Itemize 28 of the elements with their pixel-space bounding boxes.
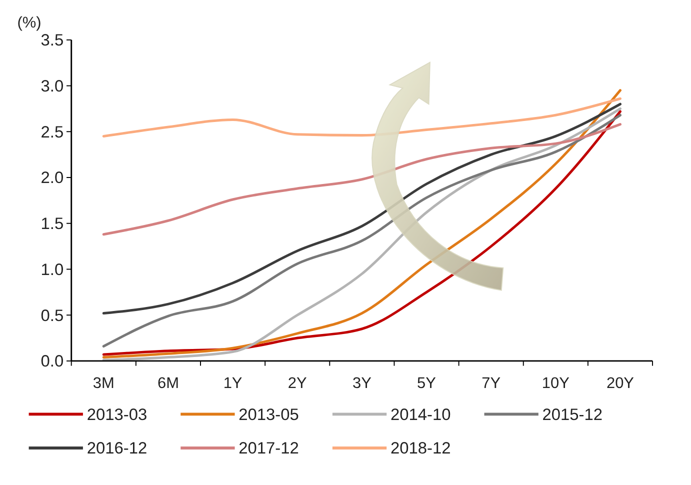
line-series: [102, 123, 622, 236]
x-tick-label: 10Y: [542, 375, 570, 392]
y-tick-label: 3.0: [40, 78, 64, 96]
legend-label: 2018-12: [390, 440, 451, 458]
x-tick-label: 7Y: [482, 375, 501, 392]
y-tick-label: 1.5: [40, 215, 64, 234]
legend-label: 2014-10: [390, 406, 451, 424]
legend-label: 2016-12: [86, 440, 148, 458]
y-tick-label: 3.5: [40, 32, 64, 50]
y-tick-label: 2.0: [40, 169, 64, 188]
x-tick-label: 2Y: [288, 375, 307, 392]
y-tick-label: 1.0: [40, 260, 64, 279]
legend-label: 2015-12: [542, 406, 603, 424]
y-tick-label: 0.0: [40, 352, 64, 371]
y-axis-title: (%): [17, 14, 42, 32]
x-tick-label: 20Y: [606, 375, 634, 392]
legend-label: 2013-05: [238, 406, 299, 424]
legend-label: 2017-12: [238, 440, 299, 458]
legend-label: 2013-03: [86, 406, 148, 424]
line-series: [102, 102, 622, 315]
x-tick-label: 5Y: [417, 375, 436, 392]
x-tick-label: 3M: [92, 375, 114, 392]
y-tick-label: 0.5: [40, 306, 64, 325]
line-series: [102, 97, 622, 138]
x-tick-label: 1Y: [223, 375, 242, 392]
x-tick-label: 3Y: [352, 375, 372, 392]
x-tick-label: 6M: [157, 375, 179, 392]
y-tick-label: 2.5: [40, 123, 64, 142]
